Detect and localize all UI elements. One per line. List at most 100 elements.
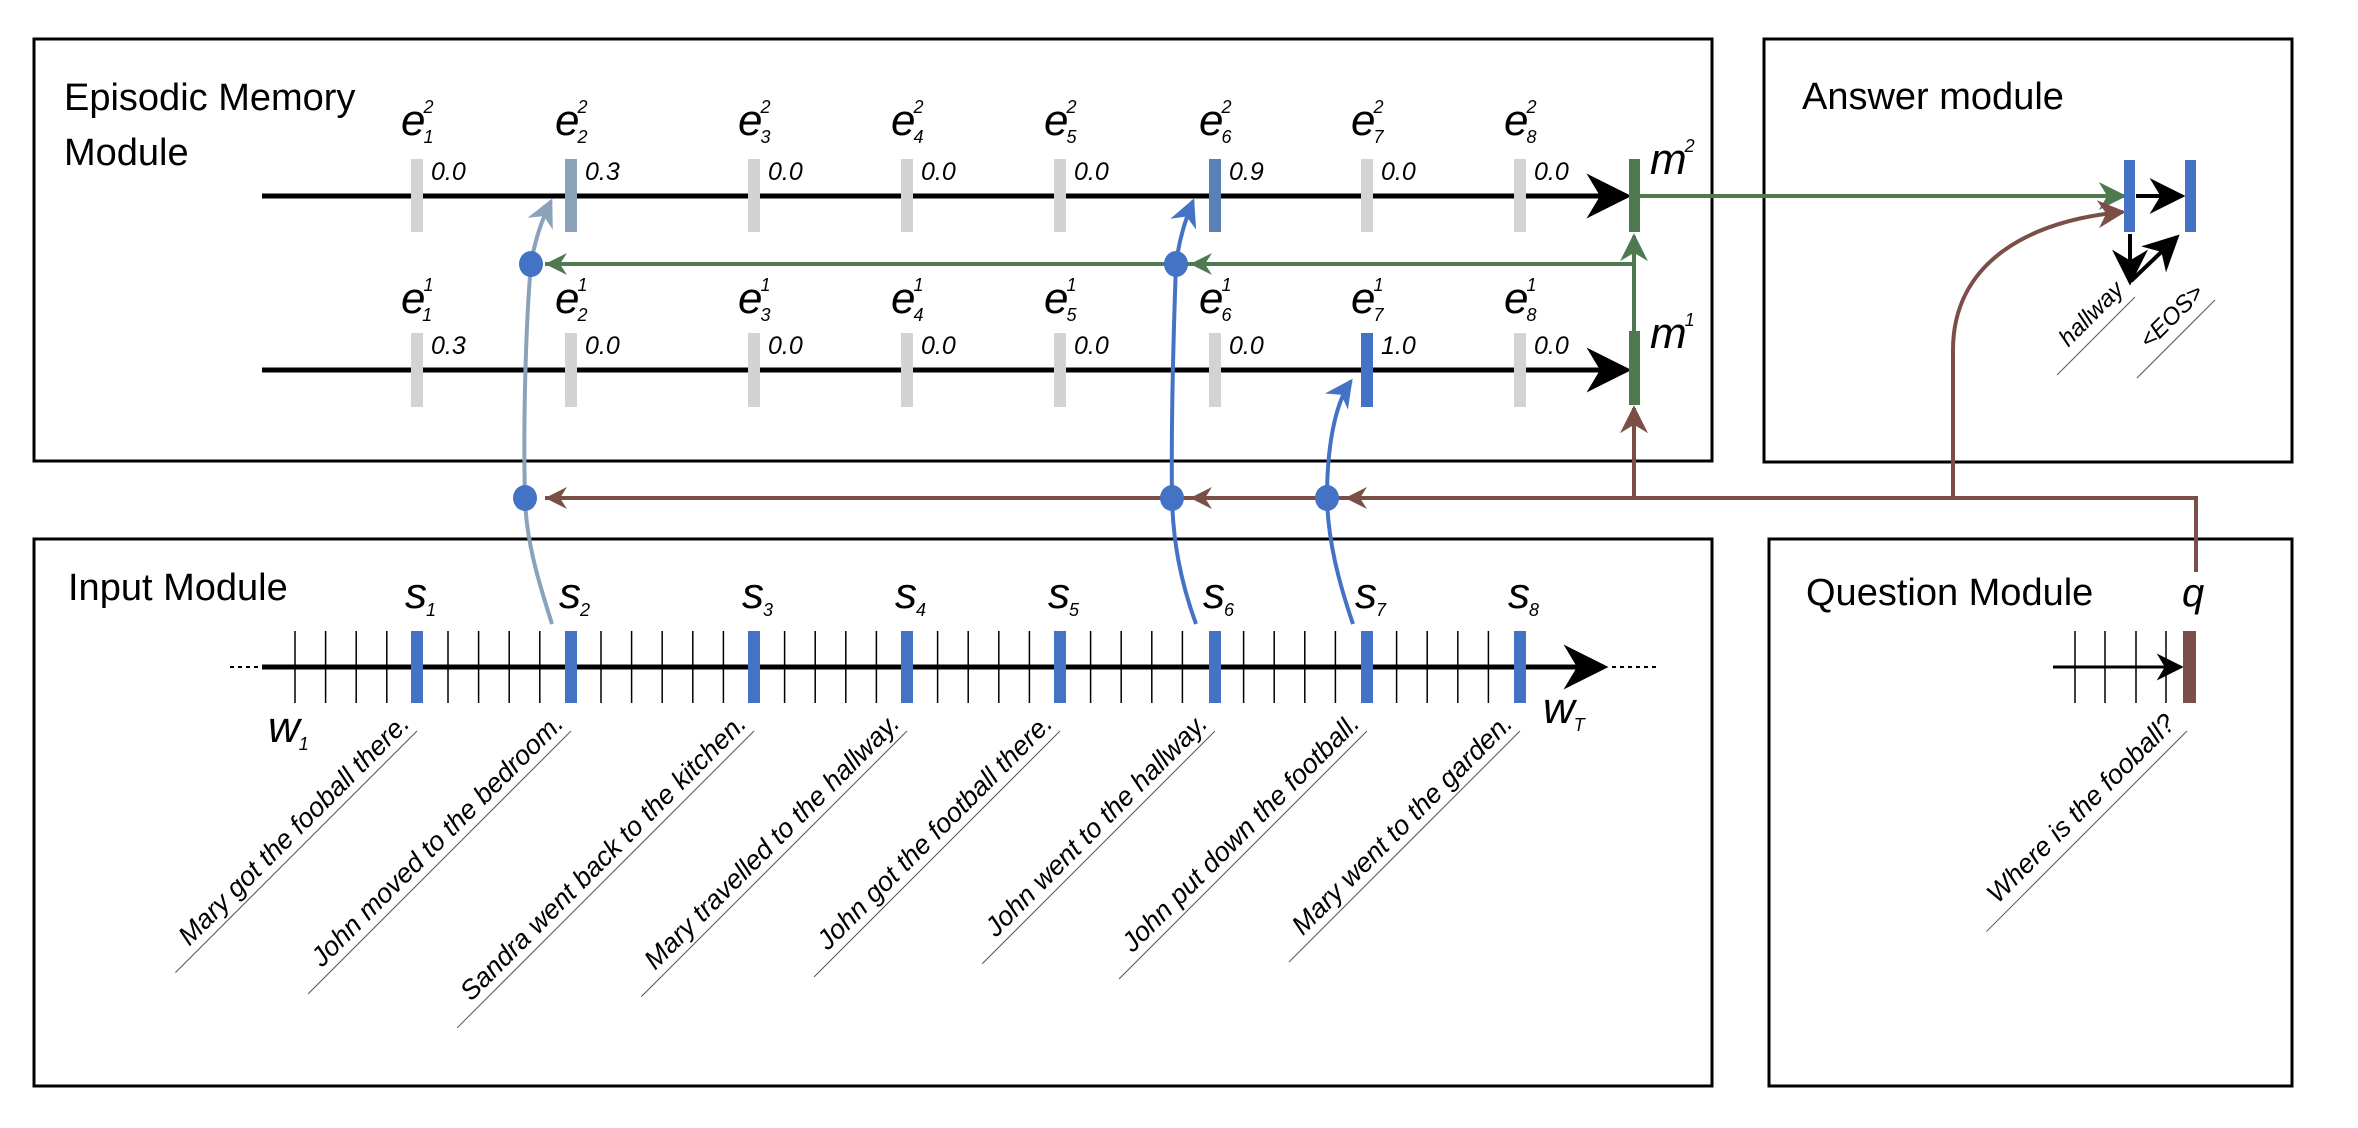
subscript: 6 (1224, 600, 1235, 620)
symbol-base: e (555, 274, 579, 323)
superscript: 2 (1684, 136, 1695, 156)
subscript: 5 (1067, 305, 1078, 325)
subscript: 7 (1374, 127, 1385, 147)
subscript: 7 (1374, 305, 1385, 325)
subscript: 3 (761, 127, 771, 147)
answer-bar-1 (2124, 160, 2135, 232)
memory-bar-m2 (1629, 159, 1640, 232)
superscript: 1 (1373, 275, 1383, 295)
subscript: 1 (422, 305, 432, 325)
attention-gate-value: 1.0 (1381, 332, 1416, 360)
attention-gate-value: 0.0 (1381, 158, 1416, 186)
superscript: 1 (577, 275, 587, 295)
superscript: 2 (912, 97, 923, 117)
symbol-base: s (1355, 569, 1377, 618)
attention-gate-value: 0.0 (1534, 332, 1569, 360)
question-sentence-underline (1986, 730, 2188, 932)
episode-bar-e1-3 (748, 333, 760, 407)
episode-bar-e2-4 (901, 159, 913, 232)
superscript: 1 (913, 275, 923, 295)
answer-feedback-arrow (2129, 234, 2180, 283)
symbol-base: s (742, 569, 764, 618)
question-bar-q (2183, 631, 2196, 703)
superscript: 2 (1525, 97, 1536, 117)
attention-curve-s6 (1169, 198, 1198, 625)
episode-bar-e2-2 (565, 159, 577, 232)
sentence-label: s5 (1048, 569, 1080, 620)
sentence-bar-s6 (1209, 631, 1221, 703)
subscript: T (1574, 715, 1587, 735)
episode-bar-e1-7 (1361, 333, 1373, 407)
subscript: 7 (1376, 600, 1387, 620)
episode-label: e1 1 (401, 274, 432, 325)
attention-gate-value: 0.3 (585, 158, 620, 186)
answer-word-underline (2056, 296, 2136, 376)
symbol-base: e (891, 96, 915, 145)
brown-arrowhead (1190, 487, 1212, 509)
subscript: 4 (914, 305, 924, 325)
symbol-base: s (559, 569, 581, 618)
episode-label: e2 2 (555, 96, 588, 147)
attention-gate-value: 0.0 (585, 332, 620, 360)
sentence-bar-s1 (411, 631, 423, 703)
sentence-bar-s2 (565, 631, 577, 703)
subscript: 5 (1067, 127, 1078, 147)
attention-gate-value: 0.0 (921, 158, 956, 186)
input-sentence: Mary travelled to the hallway. (638, 708, 905, 975)
word-last-label: wT (1543, 684, 1587, 735)
episode-bar-e1-4 (901, 333, 913, 407)
sentence-label: s3 (742, 569, 773, 620)
attention-curve-s2 (522, 198, 554, 625)
symbol-base: m (1650, 135, 1687, 184)
symbol-base: s (1508, 569, 1530, 618)
sentence-bar-s3 (748, 631, 760, 703)
question-to-answer-arrow (1951, 200, 2126, 498)
subscript: 1 (299, 734, 309, 754)
symbol-base: e (1504, 274, 1528, 323)
symbol-base: s (1048, 569, 1070, 618)
input-module-title: Input Module (68, 567, 288, 609)
subscript: 8 (1529, 600, 1539, 620)
symbol-base: e (1351, 274, 1375, 323)
superscript: 2 (1065, 97, 1076, 117)
sentence-label: s7 (1355, 569, 1387, 620)
input-sentence: John put down the football. (1115, 708, 1365, 958)
subscript: 6 (1222, 305, 1233, 325)
episode-label: e2 1 (401, 96, 434, 147)
input-sentence-underline (175, 730, 418, 973)
symbol-base: s (895, 569, 917, 618)
memory-label: m2 (1650, 135, 1695, 184)
sentence-bar-s4 (901, 631, 913, 703)
attention-gate-value: 0.0 (431, 158, 466, 186)
episodic-memory-module-box (32, 37, 1714, 463)
subscript: 8 (1527, 127, 1537, 147)
subscript: 8 (1527, 305, 1537, 325)
sentence-label: s6 (1203, 569, 1235, 620)
attention-gate-value: 0.9 (1229, 158, 1264, 186)
brown-arrowhead (1345, 487, 1367, 509)
superscript: 1 (1221, 275, 1231, 295)
episode-label: e1 2 (555, 274, 588, 325)
input-sentence-underline (1288, 730, 1521, 963)
episode-bar-e1-2 (565, 333, 577, 407)
episode-bar-e2-1 (411, 159, 423, 232)
answer-module-title: Answer module (1802, 76, 2064, 118)
superscript: 1 (1526, 275, 1536, 295)
episode-label: e2 4 (891, 96, 924, 147)
attention-gate-value: 0.0 (921, 332, 956, 360)
episode-bar-e1-8 (1514, 333, 1526, 407)
superscript: 2 (759, 97, 770, 117)
sentence-bar-s8 (1514, 631, 1526, 703)
episode-label: e1 3 (738, 274, 771, 325)
attention-gate-value: 0.0 (1534, 158, 1569, 186)
sentence-label: s1 (405, 569, 436, 620)
episodic-memory-title-line2: Module (64, 132, 189, 174)
input-sentence: Sandra went back to the kitchen. (454, 708, 752, 1006)
episode-label: e2 7 (1351, 96, 1385, 147)
symbol-base: e (1044, 96, 1068, 145)
episode-bar-e1-1 (411, 333, 423, 407)
subscript: 5 (1069, 600, 1080, 620)
input-sentence-underline (307, 730, 572, 995)
attention-gate-value: 0.0 (768, 332, 803, 360)
superscript: 2 (1220, 97, 1231, 117)
